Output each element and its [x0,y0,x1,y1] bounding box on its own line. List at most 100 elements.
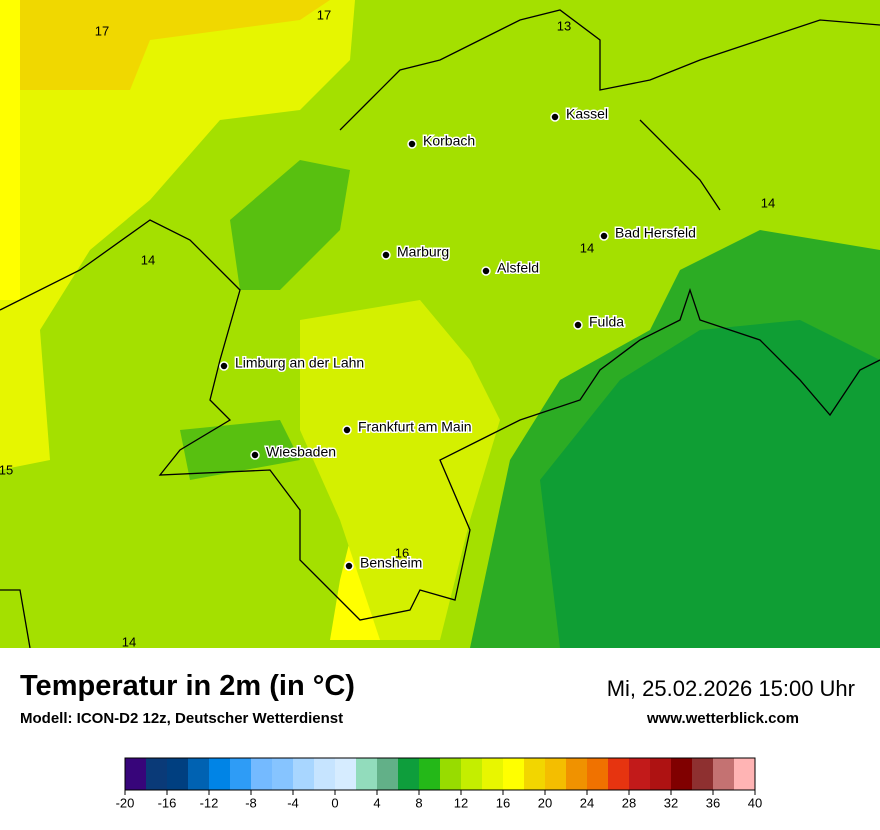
scale-swatch [503,758,524,790]
city-label: Fulda [589,314,624,330]
scale-swatch [587,758,608,790]
scale-tick-label: -16 [158,795,177,810]
city-dot [219,361,229,371]
city: Frankfurt am Main [342,417,473,436]
area-coolest [540,320,880,648]
contour-label: 14 [141,252,155,267]
scale-tick-label: -12 [200,795,219,810]
scale-tick-label: -8 [245,795,257,810]
city-label: Bad Hersfeld [615,225,696,241]
scale-tick-label: 12 [454,795,468,810]
scale-tick-label: 24 [580,795,594,810]
scale-swatch [566,758,587,790]
scale-tick-label: 0 [331,795,338,810]
city: Bensheim [344,553,424,572]
scale-swatch [524,758,545,790]
scale-tick-label: 40 [748,795,762,810]
scale-swatch [125,758,146,790]
scale-swatch [209,758,230,790]
city-dot [381,250,391,260]
city: Korbach [407,131,477,150]
contour-labels: 17 17 13 14 14 14 15 16 14 [0,7,775,648]
scale-swatch [356,758,377,790]
scale-tick-label: 32 [664,795,678,810]
city-dot [250,450,260,460]
scale-swatch [230,758,251,790]
website: www.wetterblick.com [647,710,799,727]
scale-swatch [608,758,629,790]
scale-tick-label: 4 [373,795,380,810]
scale-tick-label: -4 [287,795,299,810]
border-line [0,219,880,621]
datetime: Mi, 25.02.2026 15:00 Uhr [606,676,855,701]
contour-label: 13 [557,18,571,33]
contour-label: 14 [122,634,136,648]
city-label: Bensheim [360,555,422,571]
scale-tick-label: 36 [706,795,720,810]
scale-swatch [335,758,356,790]
city-label: Alsfeld [497,260,539,276]
scale-tick-label: 8 [415,795,422,810]
scale-swatch [419,758,440,790]
city-dot [481,266,491,276]
city-dot [344,561,354,571]
city: Wiesbaden [250,442,338,461]
city-label: Marburg [397,244,449,260]
scale-swatch [692,758,713,790]
city: Alsfeld [481,258,541,277]
city-dot [550,112,560,122]
city: Marburg [381,242,451,261]
scale-swatch [671,758,692,790]
scale-tick-label: -20 [116,795,135,810]
city-label: Limburg an der Lahn [235,355,364,371]
contour-label: 17 [95,23,109,38]
scale-swatch [545,758,566,790]
area-light [300,300,500,640]
contour-label: 15 [0,462,13,477]
city: Kassel [550,104,610,123]
scale-swatch [146,758,167,790]
contour-label: 14 [761,195,775,210]
city-dot [342,425,352,435]
scale-swatch [461,758,482,790]
area-cool [180,160,350,480]
city: Bad Hersfeld [599,223,697,242]
scale-swatch [650,758,671,790]
borders [0,9,880,648]
scale-swatch [314,758,335,790]
scale-swatch [440,758,461,790]
color-scale: -20 -16 -12 -8 -4 0 4 8 12 16 20 24 28 32 36 40 [116,757,762,810]
city-label: Wiesbaden [266,444,336,460]
area-warm [0,0,355,470]
title: Temperatur in 2m (in °C) [20,670,355,702]
city-dot [573,320,583,330]
scale-swatch [398,758,419,790]
city: Fulda [573,312,626,331]
city-dot [407,139,417,149]
subtitle: Modell: ICON-D2 12z, Deutscher Wetterdie… [20,710,344,727]
scale-tick-label: 16 [496,795,510,810]
scale-swatch [734,758,755,790]
border-line [0,589,31,648]
scale-swatch [167,758,188,790]
city-label: Kassel [566,106,608,122]
area-hot [0,0,330,90]
scale-swatch [293,758,314,790]
contour-label: 17 [317,7,331,22]
scale-swatch [377,758,398,790]
scale-tick-label: 28 [622,795,636,810]
city-label: Frankfurt am Main [358,419,472,435]
cities: Kassel Korbach Bad Hersfeld Marburg Alsfeld F… [219,104,697,572]
contour-label: 14 [580,240,594,255]
scale-swatch [251,758,272,790]
city-dot [599,231,609,241]
scale-swatch [188,758,209,790]
border-line [339,9,880,131]
map: 17 17 13 14 14 14 15 16 14 Kassel Korbach… [0,0,880,648]
scale-frame [124,757,756,791]
scale-swatch [713,758,734,790]
city: Limburg an der Lahn [219,353,366,372]
scale-swatch [272,758,293,790]
contour-label: 16 [395,545,409,560]
